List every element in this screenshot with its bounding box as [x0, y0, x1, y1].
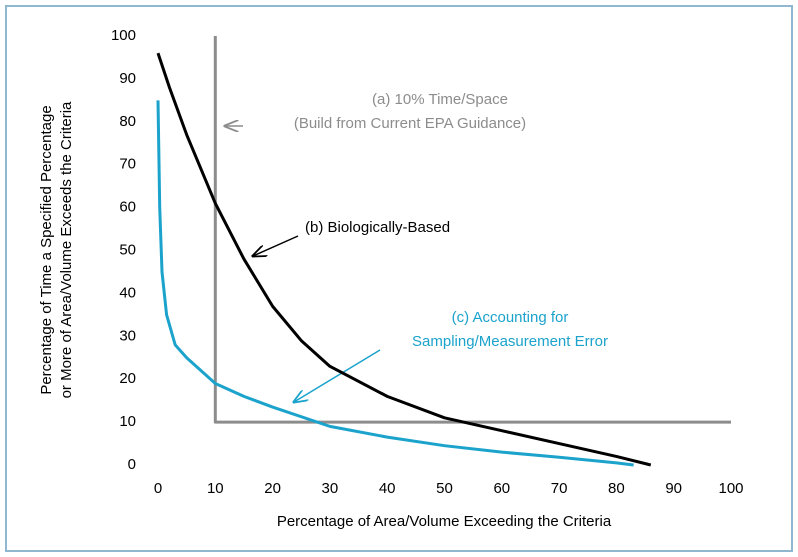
- x-axis-label: Percentage of Area/Volume Exceeding the …: [277, 513, 612, 530]
- series-line: [156, 52, 652, 467]
- x-tick-label: 10: [207, 480, 224, 497]
- annotation: (b) Biologically-Based: [305, 219, 450, 236]
- y-tick-label: 40: [119, 284, 136, 301]
- x-tick-label: 100: [718, 480, 743, 497]
- x-tick-label: 60: [493, 480, 510, 497]
- arrow: [253, 235, 299, 256]
- y-tick-label: 80: [119, 113, 136, 130]
- y-tick-label: 0: [128, 456, 136, 473]
- y-tick-label: 70: [119, 156, 136, 173]
- x-tick-label: 90: [665, 480, 682, 497]
- arrow: [294, 349, 381, 402]
- x-tick-label: 80: [608, 480, 625, 497]
- y-tick-label: 10: [119, 413, 136, 430]
- x-tick-label: 70: [551, 480, 568, 497]
- x-tick-label: 20: [264, 480, 281, 497]
- y-axis-label: or More of Area/Volume Exceeds the Crite…: [58, 101, 75, 398]
- x-tick-label: 50: [436, 480, 453, 497]
- y-tick-label: 90: [119, 70, 136, 87]
- y-tick-label: 50: [119, 241, 136, 258]
- x-tick-label: 30: [322, 480, 339, 497]
- x-tick-label: 40: [379, 480, 396, 497]
- y-tick-label: 100: [111, 27, 136, 44]
- y-tick-label: 30: [119, 327, 136, 344]
- y-tick-label: 60: [119, 199, 136, 216]
- annotation: (Build from Current EPA Guidance): [294, 115, 526, 132]
- annotation: (c) Accounting for: [452, 309, 569, 326]
- annotation: Sampling/Measurement Error: [412, 333, 608, 350]
- series-line: [156, 100, 634, 467]
- y-axis-label: Percentage of Time a Specified Percentag…: [38, 105, 55, 394]
- annotation: (a) 10% Time/Space: [372, 91, 508, 108]
- series-line: [213, 36, 731, 424]
- x-tick-label: 0: [154, 480, 162, 497]
- y-tick-label: 20: [119, 370, 136, 387]
- frame: [5, 5, 793, 552]
